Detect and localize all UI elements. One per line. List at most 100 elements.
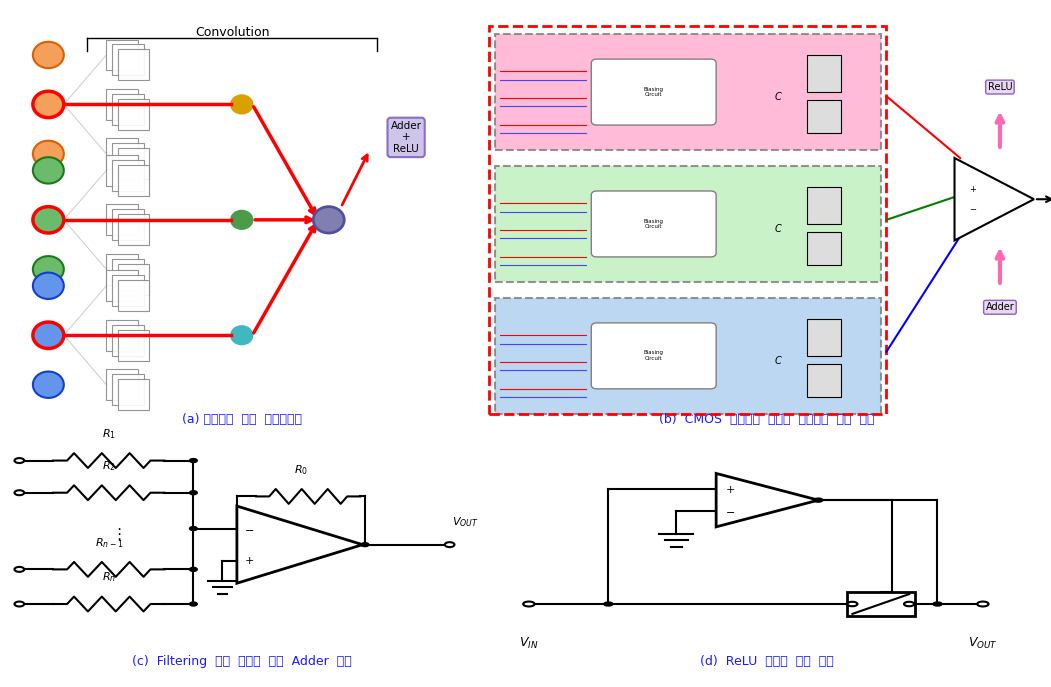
Circle shape bbox=[445, 542, 454, 547]
Bar bbox=[847, 592, 914, 616]
Text: $V_{OUT}$: $V_{OUT}$ bbox=[968, 636, 997, 651]
Bar bbox=[112, 259, 144, 290]
Text: (c)  Filtering  결과  합산을  위한  Adder  회로: (c) Filtering 결과 합산을 위한 Adder 회로 bbox=[131, 655, 352, 668]
Circle shape bbox=[33, 372, 64, 398]
Circle shape bbox=[189, 527, 198, 530]
Circle shape bbox=[904, 602, 914, 606]
Text: Biasing
Circuit: Biasing Circuit bbox=[643, 350, 664, 361]
Text: $C$: $C$ bbox=[775, 222, 783, 234]
Bar bbox=[495, 298, 881, 414]
FancyBboxPatch shape bbox=[592, 59, 716, 125]
Circle shape bbox=[189, 459, 198, 462]
Bar bbox=[807, 232, 841, 265]
Bar bbox=[495, 166, 881, 282]
Circle shape bbox=[33, 157, 64, 183]
Text: Biasing
Circuit: Biasing Circuit bbox=[643, 87, 664, 98]
Bar bbox=[118, 280, 149, 311]
Bar bbox=[118, 330, 149, 361]
Circle shape bbox=[33, 141, 64, 167]
Text: $-$: $-$ bbox=[725, 506, 735, 516]
Bar bbox=[112, 144, 144, 174]
Bar bbox=[807, 319, 841, 356]
Circle shape bbox=[15, 491, 24, 495]
Circle shape bbox=[33, 273, 64, 299]
Bar bbox=[112, 374, 144, 405]
Text: (a) 컨볼루션  연산  다이어그램: (a) 컨볼루션 연산 다이어그램 bbox=[182, 413, 302, 426]
Circle shape bbox=[603, 602, 613, 606]
Text: Biasing
Circuit: Biasing Circuit bbox=[643, 218, 664, 229]
Circle shape bbox=[189, 602, 198, 606]
Text: $C$: $C$ bbox=[775, 354, 783, 366]
Text: $-$: $-$ bbox=[244, 523, 254, 534]
Circle shape bbox=[33, 207, 64, 233]
Text: $+$: $+$ bbox=[244, 555, 254, 566]
Bar bbox=[112, 94, 144, 125]
Circle shape bbox=[15, 602, 24, 607]
Circle shape bbox=[313, 207, 345, 233]
Bar bbox=[112, 275, 144, 306]
Circle shape bbox=[977, 602, 989, 607]
Bar bbox=[807, 55, 841, 92]
Text: $R_{n-1}$: $R_{n-1}$ bbox=[95, 536, 123, 550]
Bar bbox=[112, 325, 144, 356]
Bar bbox=[106, 319, 138, 350]
Circle shape bbox=[33, 322, 64, 348]
Bar bbox=[106, 138, 138, 169]
Text: Convolution: Convolution bbox=[194, 26, 269, 39]
Bar bbox=[106, 39, 138, 71]
Text: $+$: $+$ bbox=[969, 184, 976, 194]
Circle shape bbox=[813, 498, 823, 502]
Bar bbox=[118, 379, 149, 410]
Polygon shape bbox=[236, 506, 363, 583]
Bar bbox=[106, 205, 138, 235]
Text: $R_2$: $R_2$ bbox=[102, 459, 116, 473]
Bar bbox=[807, 100, 841, 133]
Bar bbox=[118, 148, 149, 179]
Text: (b)  CMOS  기반으로  설계된  컨볼루션  연산  회로: (b) CMOS 기반으로 설계된 컨볼루션 연산 회로 bbox=[659, 413, 875, 426]
Circle shape bbox=[231, 326, 252, 344]
Circle shape bbox=[33, 91, 64, 117]
Bar bbox=[118, 99, 149, 130]
Bar bbox=[495, 34, 881, 150]
FancyBboxPatch shape bbox=[592, 191, 716, 257]
Bar bbox=[489, 26, 886, 414]
Circle shape bbox=[933, 602, 942, 606]
Text: $+$: $+$ bbox=[725, 484, 735, 495]
Bar bbox=[807, 187, 841, 224]
Text: $R_n$: $R_n$ bbox=[102, 570, 116, 584]
Circle shape bbox=[15, 567, 24, 572]
Bar bbox=[112, 45, 144, 76]
Bar bbox=[112, 210, 144, 240]
Polygon shape bbox=[954, 158, 1034, 240]
Bar bbox=[112, 160, 144, 191]
Circle shape bbox=[33, 256, 64, 282]
Text: $C$: $C$ bbox=[775, 90, 783, 102]
Circle shape bbox=[189, 491, 198, 495]
Text: $\vdots$: $\vdots$ bbox=[110, 526, 121, 541]
Circle shape bbox=[231, 95, 252, 113]
Circle shape bbox=[847, 602, 858, 606]
Circle shape bbox=[523, 602, 535, 607]
Text: $V_{OUT}$: $V_{OUT}$ bbox=[452, 515, 478, 529]
Bar bbox=[106, 370, 138, 400]
Bar bbox=[118, 214, 149, 245]
Circle shape bbox=[362, 543, 369, 547]
Bar bbox=[106, 270, 138, 301]
Text: ReLU: ReLU bbox=[988, 82, 1012, 92]
FancyBboxPatch shape bbox=[592, 323, 716, 389]
Bar bbox=[106, 155, 138, 185]
Bar bbox=[118, 264, 149, 295]
Polygon shape bbox=[716, 473, 819, 527]
Bar bbox=[106, 254, 138, 284]
Circle shape bbox=[33, 42, 64, 68]
Text: (d)  ReLU  연산을  위한  회로: (d) ReLU 연산을 위한 회로 bbox=[700, 655, 834, 668]
Text: $R_0$: $R_0$ bbox=[294, 463, 308, 477]
Text: $-$: $-$ bbox=[969, 203, 976, 212]
Bar bbox=[807, 364, 841, 397]
Text: $V_{IN}$: $V_{IN}$ bbox=[519, 636, 538, 651]
Circle shape bbox=[231, 211, 252, 229]
Bar bbox=[106, 89, 138, 120]
Text: $R_1$: $R_1$ bbox=[102, 427, 116, 441]
Text: Adder
+
ReLU: Adder + ReLU bbox=[391, 121, 421, 154]
Bar bbox=[118, 49, 149, 80]
